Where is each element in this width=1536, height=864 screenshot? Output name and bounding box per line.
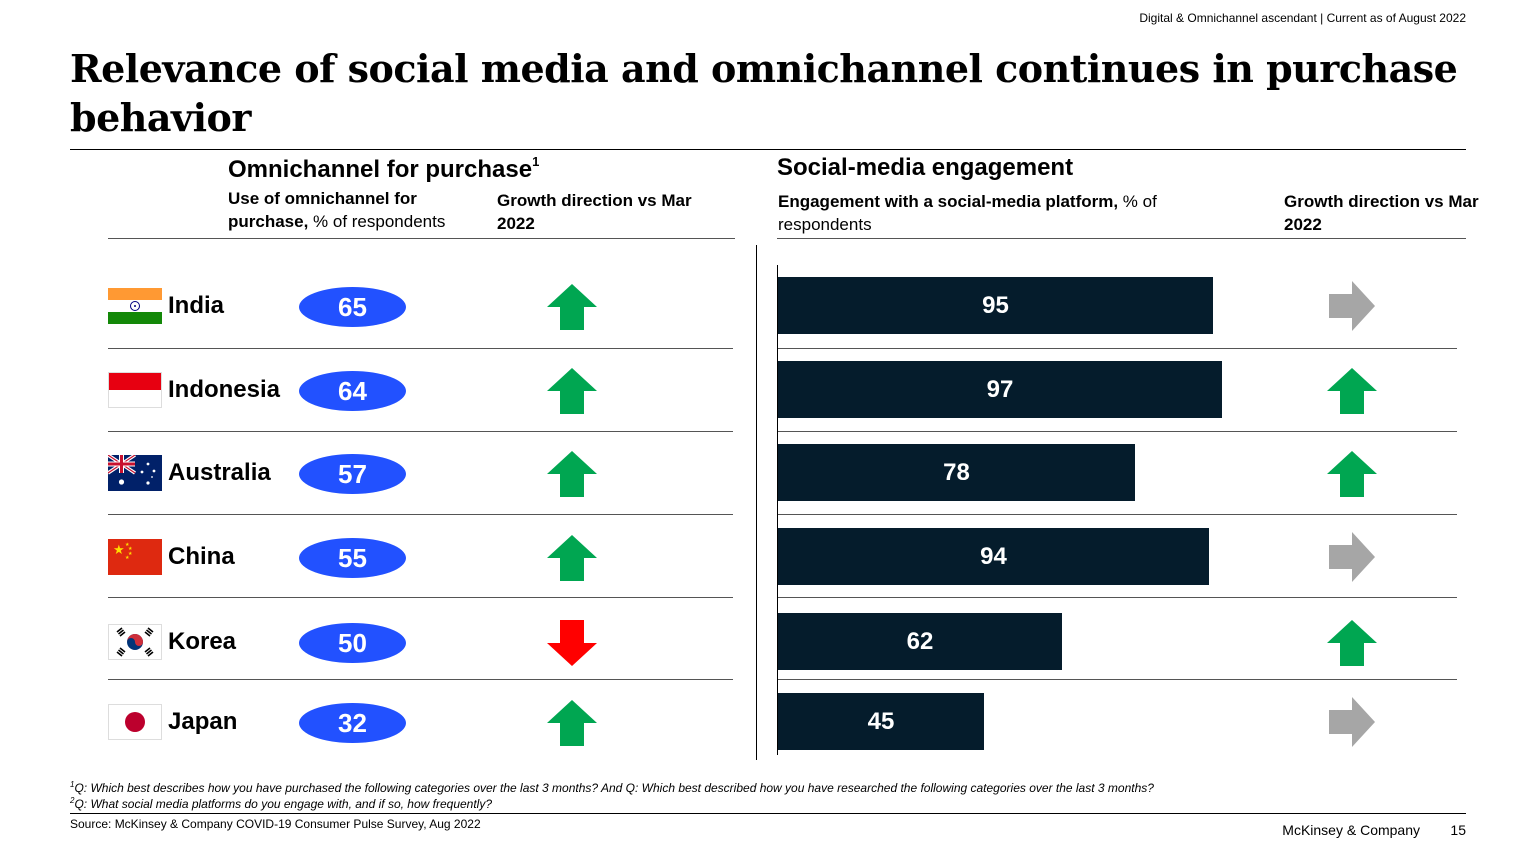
country-name: Korea	[168, 628, 237, 655]
up-arrow-icon	[1327, 451, 1377, 502]
svg-text:★: ★	[128, 546, 133, 552]
country-name: China	[168, 543, 235, 570]
flag-china-icon: ★ ★ ★ ★ ★	[108, 539, 162, 575]
country-name: India	[168, 292, 225, 319]
page-title: Relevance of social media and omnichanne…	[70, 46, 1458, 140]
footnote-2: 2Q: What social media platforms do you e…	[70, 796, 493, 811]
omnichannel-value-pill: 57	[299, 454, 406, 494]
flag-indonesia-icon	[108, 372, 162, 408]
up-arrow-icon	[547, 368, 597, 419]
flag-australia-icon	[108, 455, 162, 491]
country-label-indonesia: Indonesia	[108, 372, 308, 412]
social-engagement-bar: 95	[778, 277, 1213, 334]
right-arrow-icon	[1329, 281, 1375, 336]
social-engagement-bar: 45	[778, 693, 984, 750]
title-divider	[70, 149, 1466, 150]
right-header-rule	[777, 238, 1466, 239]
omnichannel-value-pill: 32	[299, 703, 406, 743]
svg-text:★: ★	[125, 555, 130, 561]
country-name: Australia	[168, 459, 271, 486]
row-divider	[778, 679, 1457, 680]
country-label-australia: Australia	[108, 455, 308, 495]
social-engagement-bar: 78	[778, 444, 1135, 501]
down-arrow-icon	[547, 620, 597, 671]
row-divider	[108, 679, 733, 680]
up-arrow-icon	[547, 700, 597, 751]
brand-name: McKinsey & Company	[1282, 822, 1420, 838]
row-divider	[778, 348, 1457, 349]
up-arrow-icon	[547, 284, 597, 335]
omnichannel-value-pill: 55	[299, 538, 406, 578]
page-number: 15	[1450, 822, 1466, 838]
right-arrow-icon	[1329, 697, 1375, 752]
footer-rule	[70, 813, 1466, 814]
country-label-japan: Japan	[108, 704, 308, 744]
up-arrow-icon	[1327, 368, 1377, 419]
row-divider	[778, 431, 1457, 432]
country-label-china: ★ ★ ★ ★ ★ China	[108, 539, 308, 579]
up-arrow-icon	[547, 451, 597, 502]
social-engagement-bar: 94	[778, 528, 1209, 585]
country-name: Indonesia	[168, 376, 281, 403]
social-section-title: Social-media engagement	[777, 154, 1074, 181]
svg-text:★: ★	[125, 542, 130, 548]
flag-india-icon	[108, 288, 162, 324]
header-note: Digital & Omnichannel ascendant | Curren…	[1139, 11, 1466, 25]
omnichannel-value-pill: 64	[299, 371, 406, 411]
country-label-korea: Korea	[108, 624, 308, 664]
up-arrow-icon	[1327, 620, 1377, 671]
country-label-india: India	[108, 288, 308, 328]
social-engagement-bar: 62	[778, 613, 1062, 670]
section-divider	[756, 245, 757, 760]
row-divider	[108, 597, 733, 598]
row-divider	[108, 514, 733, 515]
row-divider	[108, 431, 733, 432]
svg-text:★: ★	[128, 551, 133, 557]
up-arrow-icon	[547, 535, 597, 586]
omnichannel-section-title: Omnichannel for purchase1	[228, 154, 540, 183]
row-divider	[778, 597, 1457, 598]
left-header-rule	[108, 238, 735, 239]
social-subtitle: Engagement with a social-media platform,…	[778, 192, 1157, 234]
footnote-1: 1Q: Which best describes how you have pu…	[70, 780, 1154, 795]
omnichannel-growth-header: Growth direction vs Mar 2022	[497, 191, 692, 233]
social-growth-header: Growth direction vs Mar 2022	[1284, 192, 1479, 234]
country-name: Japan	[168, 708, 238, 735]
right-arrow-icon	[1329, 532, 1375, 587]
flag-korea-icon	[108, 624, 162, 660]
omnichannel-subtitle: Use of omnichannel for purchase, % of re…	[228, 189, 446, 231]
social-engagement-bar: 97	[778, 361, 1222, 418]
omnichannel-value-pill: 50	[299, 623, 406, 663]
svg-text:★: ★	[113, 543, 125, 558]
flag-japan-icon	[108, 704, 162, 740]
omnichannel-value-pill: 65	[299, 287, 406, 327]
source-note: Source: McKinsey & Company COVID-19 Cons…	[70, 817, 481, 831]
bar-axis	[777, 265, 778, 755]
row-divider	[108, 348, 733, 349]
row-divider	[778, 514, 1457, 515]
